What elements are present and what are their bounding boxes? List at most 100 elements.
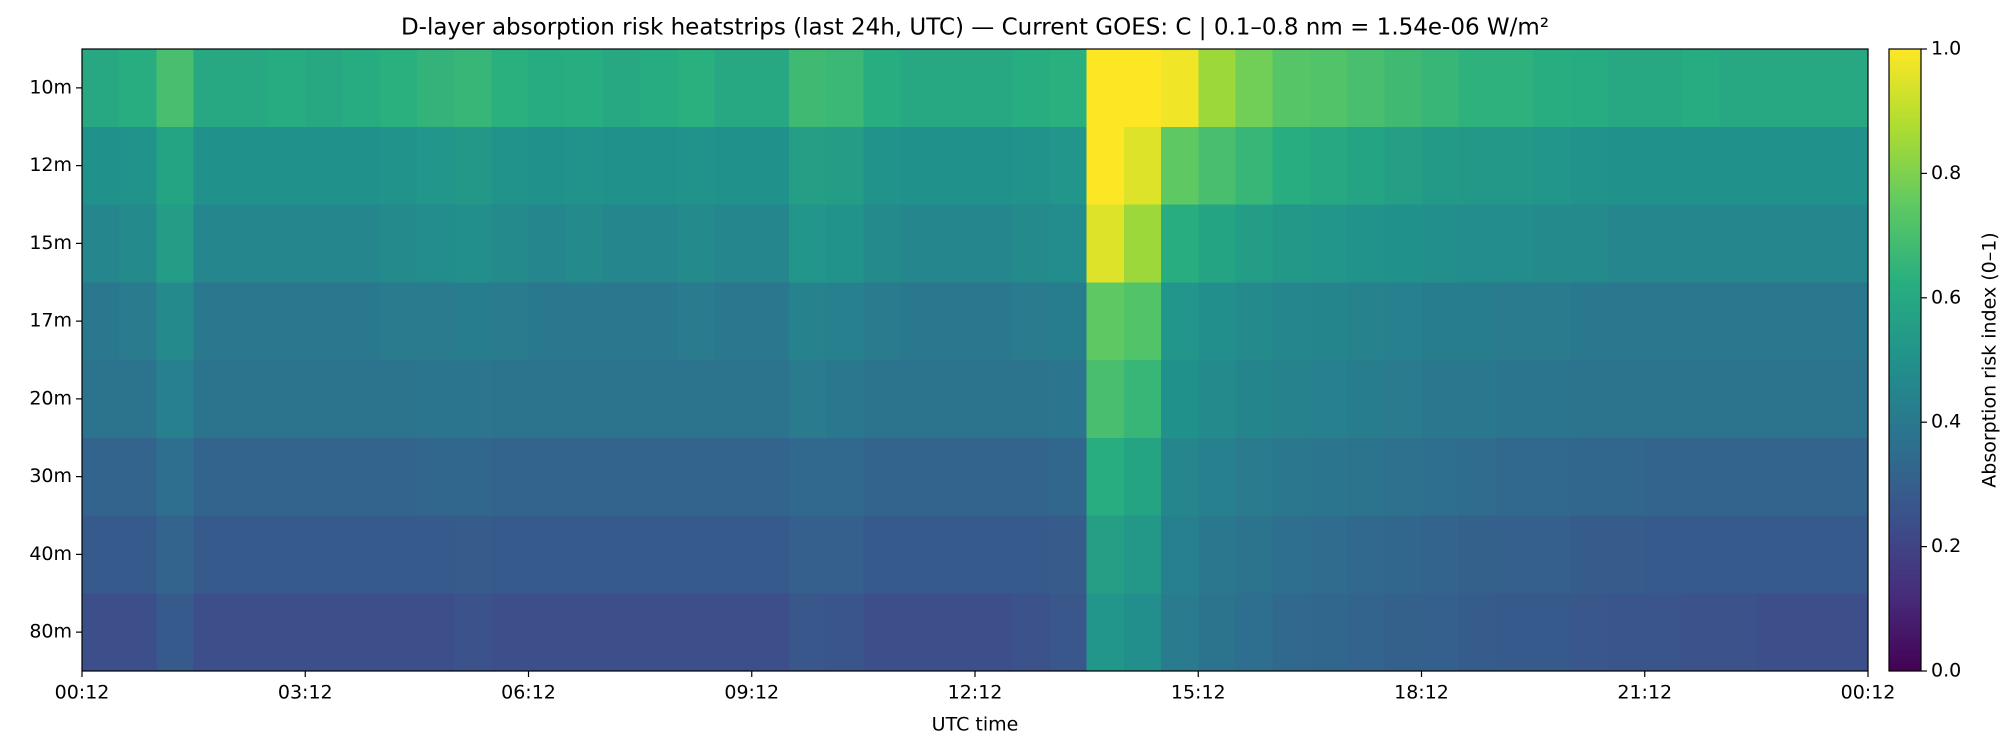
colorbar-swatch — [1889, 154, 1921, 159]
heat-cell — [454, 593, 492, 672]
heat-cell — [342, 126, 381, 205]
colorbar-swatch — [1889, 580, 1921, 585]
colorbar-swatch — [1889, 577, 1921, 582]
heat-cell — [1123, 437, 1162, 516]
heat-cell — [1756, 204, 1795, 283]
heat-cell — [1793, 360, 1832, 439]
heat-cell — [602, 49, 641, 128]
colorbar-swatch — [1889, 562, 1921, 566]
colorbar-swatch — [1889, 210, 1921, 215]
heat-cell — [1309, 360, 1348, 439]
heat-cell — [1161, 437, 1199, 516]
heat-cell — [1161, 204, 1199, 283]
colorbar-swatch — [1889, 537, 1921, 541]
heat-cell — [342, 515, 381, 594]
heat-cell — [602, 204, 641, 283]
heat-cell — [900, 593, 939, 672]
heat-cell — [677, 204, 716, 283]
heat-cell — [379, 360, 418, 439]
heat-cell — [1607, 204, 1646, 283]
heat-cell — [640, 515, 678, 594]
heat-cell — [640, 49, 678, 128]
heat-cell — [379, 49, 418, 128]
heat-cell — [565, 49, 604, 128]
colorbar-swatch — [1889, 179, 1921, 184]
heat-cell — [1681, 593, 1720, 672]
colorbar-swatch — [1889, 92, 1921, 97]
heat-cell — [565, 360, 604, 439]
heat-cell — [491, 49, 530, 128]
heat-cell — [1681, 204, 1720, 283]
heat-cell — [1123, 49, 1162, 128]
heat-cell — [230, 360, 269, 439]
heat-cell — [565, 204, 604, 283]
colorbar-swatch — [1889, 431, 1921, 436]
heat-cell — [1458, 49, 1497, 128]
heat-cell — [454, 49, 492, 128]
colorbar-swatch — [1889, 338, 1921, 342]
colorbar-swatch — [1889, 263, 1921, 268]
heat-cell — [751, 204, 790, 283]
colorbar-swatch — [1889, 599, 1921, 604]
colorbar-swatch — [1889, 415, 1921, 420]
heat-cell — [1198, 437, 1237, 516]
heat-cell — [1495, 49, 1534, 128]
colorbar-swatch — [1889, 496, 1921, 501]
colorbar-swatch — [1889, 590, 1921, 594]
heat-cell — [1123, 282, 1162, 361]
colorbar-swatch — [1889, 518, 1921, 523]
heat-cell — [788, 360, 827, 439]
colorbar-swatch — [1889, 565, 1921, 569]
x-tick-label: 12:12 — [948, 682, 1003, 704]
colorbar-swatch — [1889, 241, 1921, 246]
heat-cell — [714, 437, 753, 516]
heat-cell — [1384, 515, 1423, 594]
heat-cell — [1570, 49, 1609, 128]
heat-cell — [1198, 126, 1237, 205]
heat-cell — [1793, 126, 1832, 205]
heat-cell — [268, 360, 306, 439]
colorbar-swatch — [1889, 633, 1921, 638]
colorbar-swatch — [1889, 335, 1921, 339]
heat-cell — [193, 282, 232, 361]
heat-cell — [230, 515, 269, 594]
heat-cell — [1644, 204, 1683, 283]
colorbar-swatch — [1889, 583, 1921, 588]
heat-cell — [714, 204, 753, 283]
colorbar-swatch — [1889, 73, 1921, 78]
colorbar-swatch — [1889, 366, 1921, 370]
heat-cell — [119, 515, 158, 594]
heat-cell — [156, 204, 195, 283]
heat-cell — [937, 593, 976, 672]
colorbar-swatch — [1889, 549, 1921, 554]
heat-cell — [714, 282, 753, 361]
heat-cell — [528, 282, 567, 361]
heat-cell — [1309, 282, 1348, 361]
heat-cell — [1756, 593, 1795, 672]
heat-cell — [751, 49, 790, 128]
heat-cell — [1830, 204, 1869, 283]
colorbar-swatch — [1889, 272, 1921, 277]
heat-cell — [714, 360, 753, 439]
colorbar-swatch — [1889, 546, 1921, 551]
heat-cell — [1830, 49, 1869, 128]
colorbar-swatch — [1889, 605, 1921, 610]
colorbar-swatch — [1889, 478, 1921, 482]
colorbar-swatch — [1889, 67, 1921, 72]
colorbar-swatch — [1889, 70, 1921, 75]
heat-cell — [937, 49, 976, 128]
heat-cell — [230, 437, 269, 516]
heat-cell — [491, 360, 530, 439]
heat-cell — [156, 126, 195, 205]
heat-cell — [1272, 593, 1311, 672]
heat-cell — [119, 204, 158, 283]
heat-cell — [1793, 49, 1832, 128]
colorbar-tick-label: 0.8 — [1931, 162, 1961, 184]
heat-cell — [1049, 515, 1088, 594]
heat-cell — [788, 593, 827, 672]
colorbar-swatch — [1889, 521, 1921, 526]
heat-cell — [975, 49, 1013, 128]
heat-cell — [528, 126, 567, 205]
colorbar-swatch — [1889, 646, 1921, 650]
heat-cell — [1495, 126, 1534, 205]
